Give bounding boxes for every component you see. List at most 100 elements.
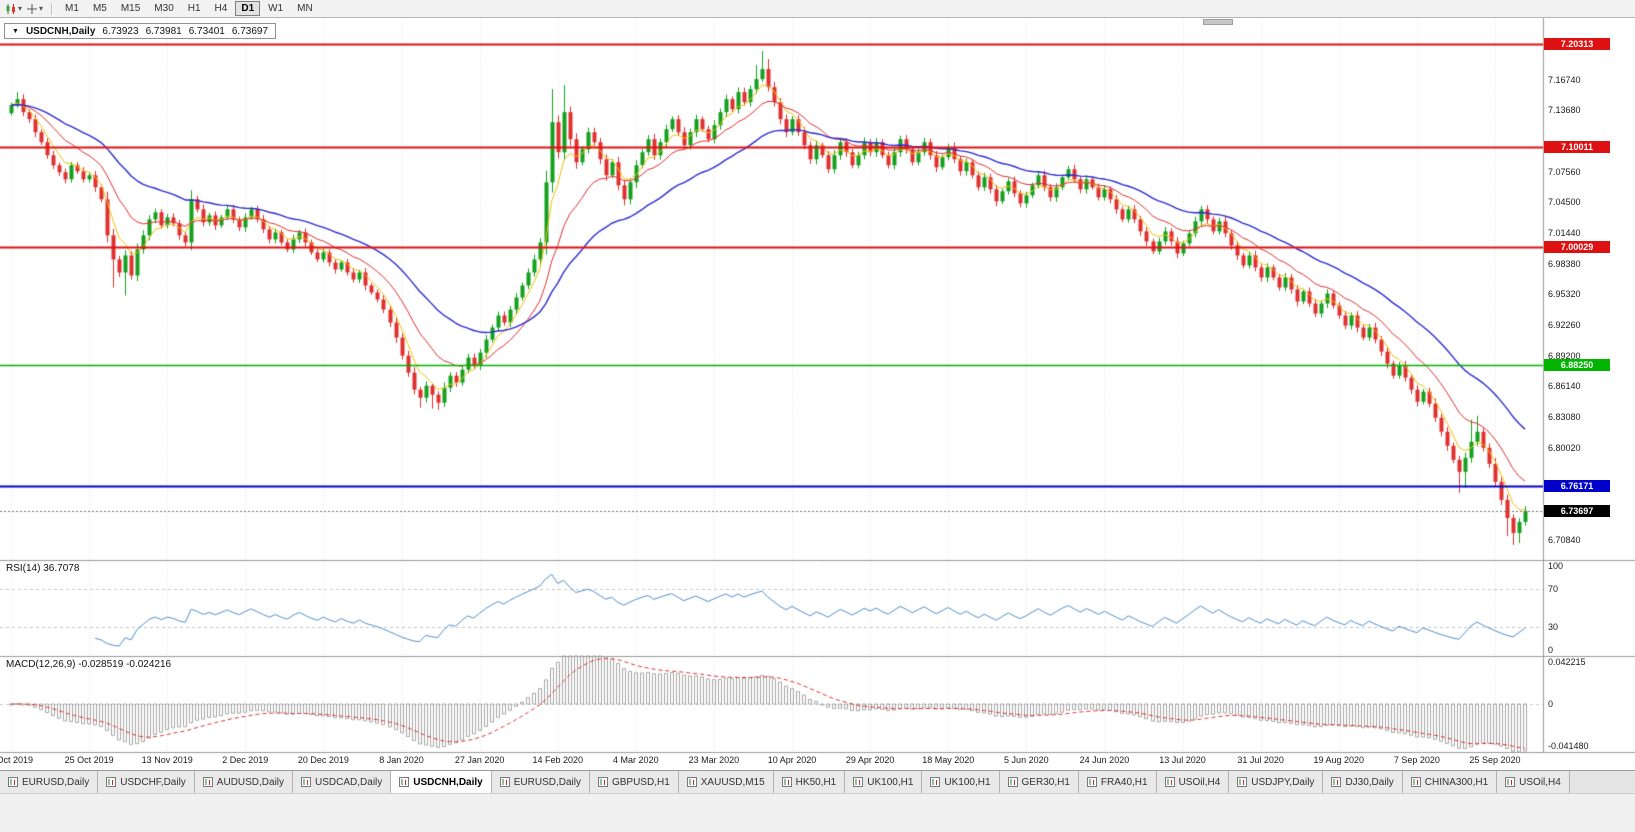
timeframe-button-M15[interactable]: M15 [120, 3, 141, 14]
chart-tab-fra40-h1[interactable]: FRA40,H1 [1078, 771, 1157, 793]
current-price-badge: 6.73697 [1544, 504, 1610, 517]
toolbar-separator [51, 2, 54, 15]
status-strip [0, 793, 1635, 832]
chart-tab-icon [106, 777, 117, 787]
chart-tab-label: USDCHF,Daily [120, 776, 186, 788]
price-axis-label: 6.70840 [1548, 534, 1581, 545]
chart-title: USDCNH,Daily [25, 25, 96, 37]
macd-axis-label: -0.041480 [1548, 741, 1589, 751]
date-axis-label: 25 Oct 2019 [64, 755, 114, 765]
chart-tab-icon [202, 777, 213, 787]
timeframe-button-W1[interactable]: W1 [268, 3, 284, 14]
date-axis-label: 27 Jan 2020 [454, 755, 505, 765]
tools-caret-icon[interactable]: ▾ [39, 4, 44, 13]
chart-tab-dj30-daily[interactable]: DJ30,Daily [1323, 771, 1403, 793]
timeframe-button-M1[interactable]: M1 [65, 3, 79, 14]
chart-type-icon[interactable] [5, 3, 17, 15]
price-axis-label: 6.89200 [1548, 350, 1581, 361]
chart-tab-label: GER30,H1 [1021, 776, 1070, 788]
chart-tab-ger30-h1[interactable]: GER30,H1 [999, 771, 1079, 793]
chart-tab-label: USOil,H4 [1519, 776, 1561, 788]
timeframe-button-D1[interactable]: D1 [235, 1, 261, 16]
price-axis-label: 6.80020 [1548, 442, 1581, 453]
chart-tab-label: USOil,H4 [1178, 776, 1221, 788]
one-click-trading-icon[interactable]: ▼ [12, 27, 19, 35]
date-axis-label: 19 Aug 2020 [1313, 755, 1365, 765]
symbol-ohlc-box: ▼ USDCNH,Daily 6.73923 6.73981 6.73401 6… [4, 23, 277, 39]
crosshair-icon[interactable] [26, 3, 38, 15]
chart-tab-icon [1331, 777, 1342, 787]
chart-tab-icon [1007, 777, 1018, 787]
date-axis-label: 29 Apr 2020 [845, 755, 895, 765]
rsi-axis-label: 0 [1548, 645, 1554, 655]
chart-tab-icon [930, 777, 941, 787]
timeframe-button-M30[interactable]: M30 [154, 3, 174, 14]
price-level-badge: 7.20313 [1544, 37, 1610, 50]
chart-tab-label: UK100,H1 [944, 776, 991, 788]
chart-tab-label: EURUSD,Daily [22, 776, 90, 788]
ohlc-low: 6.73401 [188, 25, 225, 37]
chart-tab-icon [399, 777, 410, 787]
date-axis-label: 14 Feb 2020 [532, 755, 583, 765]
timeframe-button-H4[interactable]: H4 [214, 3, 228, 14]
chart-tab-label: USDCNH,Daily [413, 776, 483, 788]
date-axis-label: 7 Oct 2019 [0, 755, 34, 765]
chart-tab-icon [781, 777, 792, 787]
chart-tab-china300-h1[interactable]: CHINA300,H1 [1402, 771, 1498, 793]
macd-axis-label: 0.042215 [1548, 657, 1586, 667]
date-axis-label: 2 Dec 2019 [222, 755, 269, 765]
timeframe-button-H1[interactable]: H1 [187, 3, 201, 14]
price-axis-label: 7.07560 [1548, 166, 1581, 177]
chart-tab-eurusd-daily[interactable]: EURUSD,Daily [491, 771, 590, 793]
date-axis-label: 25 Sep 2020 [1469, 755, 1521, 765]
date-axis-label: 10 Apr 2020 [767, 755, 817, 765]
chart-tab-bar: EURUSD,Daily USDCHF,Daily AUDUSD,Daily USDC… [0, 770, 1635, 793]
chart-tab-label: GBPUSD,H1 [611, 776, 670, 788]
chart-tab-usdcnh-daily[interactable]: USDCNH,Daily [391, 771, 492, 793]
chart-tab-usdjpy-daily[interactable]: USDJPY,Daily [1229, 771, 1324, 793]
price-axis-label: 6.95320 [1548, 289, 1581, 300]
price-chart-canvas[interactable] [0, 0, 1635, 770]
chart-tab-hk50-h1[interactable]: HK50,H1 [773, 771, 846, 793]
timeframe-button-MN[interactable]: MN [297, 3, 313, 14]
chart-tab-icon [1505, 777, 1516, 787]
date-axis-label: 4 Mar 2020 [613, 755, 659, 765]
date-axis-label: 23 Mar 2020 [688, 755, 740, 765]
chart-tab-audusd-daily[interactable]: AUDUSD,Daily [194, 771, 294, 793]
chart-tab-usoil-h4[interactable]: USOil,H4 [1156, 771, 1230, 793]
chart-tab-icon [597, 777, 608, 787]
macd-indicator-label: MACD(12,26,9) -0.028519 -0.024216 [6, 659, 172, 670]
chart-tab-icon [301, 777, 312, 787]
timeframe-button-group: M1 M5 M15 M30 H1 H4 D1 W1 MN [58, 1, 320, 16]
chart-tab-label: EURUSD,Daily [513, 776, 581, 788]
chart-tab-gbpusd-h1[interactable]: GBPUSD,H1 [589, 771, 679, 793]
price-level-badge: 6.76171 [1544, 480, 1610, 493]
ohlc-close: 6.73697 [231, 25, 269, 37]
chart-tab-icon [1410, 777, 1421, 787]
chart-tab-xauusd-m15[interactable]: XAUUSD,M15 [678, 771, 774, 793]
timeframe-button-M5[interactable]: M5 [92, 3, 107, 14]
chart-tab-label: CHINA300,H1 [1424, 776, 1489, 788]
chart-tab-usdcad-daily[interactable]: USDCAD,Daily [293, 771, 392, 793]
price-axis-label: 6.83080 [1548, 411, 1581, 422]
price-level-badge: 7.00029 [1544, 241, 1610, 254]
date-axis-label: 13 Jul 2020 [1159, 755, 1206, 765]
chart-tab-usoil-h4[interactable]: USOil,H4 [1497, 771, 1570, 793]
macd-axis-label: 0 [1548, 699, 1554, 709]
chart-tab-uk100-h1[interactable]: UK100,H1 [845, 771, 923, 793]
date-axis-label: 18 May 2020 [922, 755, 975, 765]
chart-tab-uk100-h1[interactable]: UK100,H1 [922, 771, 1000, 793]
chart-tab-eurusd-daily[interactable]: EURUSD,Daily [0, 771, 99, 793]
rsi-axis-label: 30 [1548, 622, 1559, 633]
ohlc-open: 6.73923 [102, 25, 139, 37]
chart-tab-icon [1164, 777, 1175, 787]
chart-tab-usdchf-daily[interactable]: USDCHF,Daily [98, 771, 195, 793]
chart-tab-label: UK100,H1 [867, 776, 914, 788]
chart-tab-label: USDJPY,Daily [1251, 776, 1315, 788]
chart-scrollbar-thumb[interactable] [1203, 19, 1233, 25]
chart-tab-label: FRA40,H1 [1100, 776, 1148, 788]
chart-type-caret-icon[interactable]: ▾ [18, 4, 23, 13]
date-axis-label: 13 Nov 2019 [141, 755, 193, 765]
rsi-axis-label: 100 [1548, 561, 1564, 571]
